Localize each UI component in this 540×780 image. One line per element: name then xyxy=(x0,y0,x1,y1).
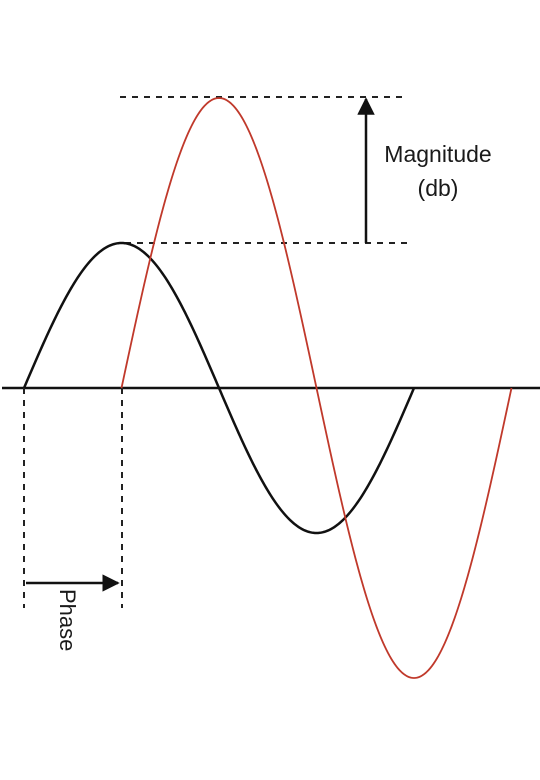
magnitude-unit-label: (db) xyxy=(418,175,459,201)
reference-sine-wave xyxy=(22,241,416,535)
magnitude-label: Magnitude xyxy=(384,141,491,167)
phase-label: Phase xyxy=(55,589,80,651)
shifted-sine-wave xyxy=(120,97,513,679)
